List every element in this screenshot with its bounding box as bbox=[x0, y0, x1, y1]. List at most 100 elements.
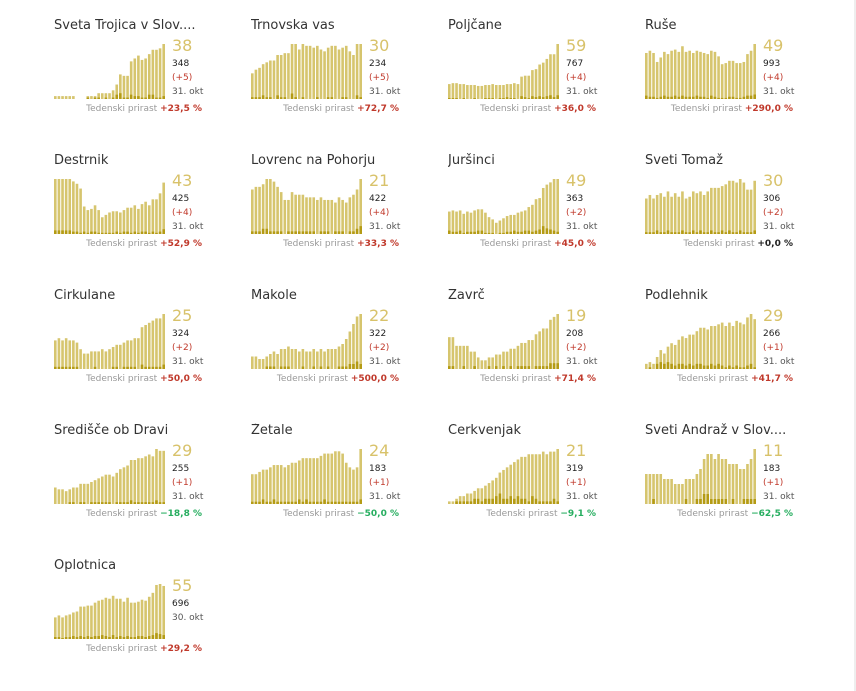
active-cases-bar bbox=[531, 340, 534, 369]
active-cases-bar bbox=[523, 456, 527, 504]
active-cases-value: 49 bbox=[763, 36, 784, 55]
active-cases-bar bbox=[301, 194, 305, 234]
active-cases-bar bbox=[735, 63, 738, 99]
new-cases-bar bbox=[341, 366, 344, 369]
active-cases-bar bbox=[509, 464, 513, 504]
new-cases-bar bbox=[473, 498, 476, 504]
active-cases-bar bbox=[494, 222, 498, 234]
new-cases-bar bbox=[713, 499, 717, 504]
active-cases-bar bbox=[645, 474, 648, 504]
active-cases-bar bbox=[68, 179, 72, 234]
new-cases-bar bbox=[545, 228, 549, 234]
new-cases-bar bbox=[261, 499, 265, 504]
active-cases-bar bbox=[265, 62, 269, 99]
new-cases-bar bbox=[720, 365, 724, 369]
new-cases-bar bbox=[129, 637, 133, 639]
new-cases-bar bbox=[731, 96, 735, 99]
new-cases-bar bbox=[538, 501, 541, 504]
weekly-growth-row: Tedenski prirast +36,0 % bbox=[448, 104, 596, 114]
active-cases-bar bbox=[673, 49, 677, 99]
active-cases-bar bbox=[54, 179, 57, 234]
active-cases-bar bbox=[552, 316, 556, 369]
daily-change-value: (+2) bbox=[763, 208, 784, 218]
new-cases-bar bbox=[122, 366, 126, 369]
new-cases-bar bbox=[126, 231, 129, 234]
new-cases-bar bbox=[527, 501, 531, 504]
active-cases-bar bbox=[272, 465, 276, 504]
active-cases-bar bbox=[451, 337, 455, 369]
new-cases-bar bbox=[655, 363, 659, 369]
new-cases-bar bbox=[61, 638, 64, 639]
new-cases-bar bbox=[455, 501, 458, 504]
new-cases-bar bbox=[86, 636, 90, 639]
active-cases-bar bbox=[316, 45, 319, 99]
active-cases-bar bbox=[283, 53, 287, 99]
active-cases-bar bbox=[710, 187, 713, 234]
active-cases-bar bbox=[90, 605, 93, 639]
last-update-date: 31. okt bbox=[763, 87, 795, 97]
weekly-growth-label: Tedenski prirast bbox=[677, 509, 749, 519]
sparkline-chart bbox=[251, 314, 362, 369]
new-cases-bar bbox=[699, 96, 702, 99]
new-cases-bar bbox=[301, 231, 305, 234]
active-cases-bar bbox=[269, 60, 272, 99]
active-cases-bar bbox=[469, 493, 473, 504]
active-cases-bar bbox=[100, 476, 104, 504]
active-cases-bar bbox=[659, 474, 663, 504]
active-cases-bar bbox=[90, 208, 93, 234]
new-cases-bar bbox=[466, 501, 469, 504]
new-cases-bar bbox=[111, 366, 115, 369]
new-cases-bar bbox=[355, 95, 359, 99]
active-cases-bar bbox=[251, 356, 254, 369]
active-cases-bar bbox=[735, 464, 738, 504]
new-cases-bar bbox=[645, 232, 648, 234]
active-cases-bar bbox=[344, 462, 348, 504]
new-cases-bar bbox=[254, 501, 258, 504]
active-cases-bar bbox=[115, 598, 119, 639]
new-cases-bar bbox=[93, 231, 97, 234]
active-cases-bar bbox=[308, 197, 312, 234]
municipality-name: Cerkvenjak bbox=[448, 423, 521, 438]
total-cases-value: 266 bbox=[763, 329, 781, 339]
active-cases-bar bbox=[652, 474, 655, 504]
active-cases-bar bbox=[82, 606, 86, 639]
new-cases-bar bbox=[305, 231, 308, 234]
new-cases-bar bbox=[677, 363, 681, 369]
new-cases-bar bbox=[344, 366, 348, 369]
active-cases-bar bbox=[272, 351, 276, 369]
new-cases-bar bbox=[287, 501, 290, 504]
active-cases-bar bbox=[90, 351, 93, 369]
last-update-date: 31. okt bbox=[172, 492, 204, 502]
active-cases-bar bbox=[323, 453, 326, 504]
active-cases-bar bbox=[666, 346, 670, 369]
active-cases-bar bbox=[283, 349, 287, 369]
active-cases-value: 30 bbox=[369, 36, 390, 55]
new-cases-bar bbox=[448, 366, 451, 369]
active-cases-bar bbox=[480, 360, 484, 369]
new-cases-bar bbox=[742, 96, 746, 99]
active-cases-bar bbox=[549, 182, 552, 234]
active-cases-bar bbox=[670, 343, 673, 369]
active-cases-bar bbox=[545, 58, 549, 99]
new-cases-bar bbox=[144, 97, 147, 99]
active-cases-bar bbox=[458, 345, 462, 369]
active-cases-bar bbox=[655, 356, 659, 369]
active-cases-bar bbox=[494, 85, 498, 99]
active-cases-bar bbox=[527, 75, 531, 99]
new-cases-bar bbox=[713, 96, 717, 99]
active-cases-bar bbox=[108, 349, 111, 369]
municipality-name: Ruše bbox=[645, 18, 677, 33]
active-cases-bar bbox=[538, 454, 541, 504]
new-cases-bar bbox=[742, 232, 746, 234]
scrollbar-track[interactable] bbox=[854, 0, 856, 691]
active-cases-bar bbox=[144, 456, 147, 504]
active-cases-bar bbox=[155, 199, 158, 234]
active-cases-value: 29 bbox=[763, 306, 784, 325]
new-cases-bar bbox=[330, 97, 334, 99]
active-cases-bar bbox=[541, 187, 545, 234]
new-cases-bar bbox=[502, 98, 505, 99]
active-cases-bar bbox=[308, 45, 312, 99]
active-cases-bar bbox=[352, 55, 355, 99]
new-cases-bar bbox=[502, 366, 505, 369]
active-cases-bar bbox=[75, 611, 79, 639]
